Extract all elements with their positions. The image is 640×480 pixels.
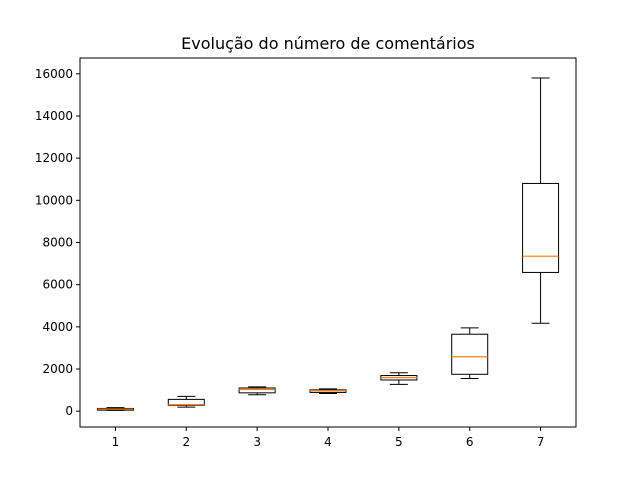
box-6 <box>451 327 489 380</box>
plot-frame <box>79 57 577 428</box>
x-tick-label: 7 <box>537 435 545 449</box>
y-tick-label: 8000 <box>42 236 73 250</box>
box-3 <box>238 386 276 396</box>
x-tick-label: 3 <box>253 435 261 449</box>
iqr-box <box>451 333 489 375</box>
box-5 <box>380 372 418 385</box>
box-7 <box>522 77 560 324</box>
y-tick-label: 14000 <box>35 109 73 123</box>
iqr-box <box>238 387 276 394</box>
x-tick-label: 5 <box>395 435 403 449</box>
x-tick-label: 4 <box>324 435 332 449</box>
y-axis: 0 2000 4000 6000 8000 10000 12000 14000 16000 <box>35 67 80 418</box>
iqr-box <box>522 182 560 273</box>
y-tick-label: 0 <box>65 404 73 418</box>
boxes-layer <box>96 77 560 411</box>
box-1 <box>96 407 134 411</box>
x-tick-label: 2 <box>182 435 190 449</box>
x-tick-label: 6 <box>466 435 474 449</box>
chart-title: Evolução do número de comentários <box>181 34 475 53</box>
x-axis: 1 2 3 4 5 6 7 <box>112 427 545 449</box>
iqr-box <box>167 398 205 406</box>
box-4 <box>309 388 347 394</box>
y-tick-label: 4000 <box>42 320 73 334</box>
y-tick-label: 2000 <box>42 362 73 376</box>
y-tick-label: 10000 <box>35 193 73 207</box>
y-tick-label: 12000 <box>35 151 73 165</box>
y-tick-label: 16000 <box>35 67 73 81</box>
box-2 <box>167 395 205 408</box>
y-tick-label: 6000 <box>42 278 73 292</box>
x-tick-label: 1 <box>112 435 120 449</box>
